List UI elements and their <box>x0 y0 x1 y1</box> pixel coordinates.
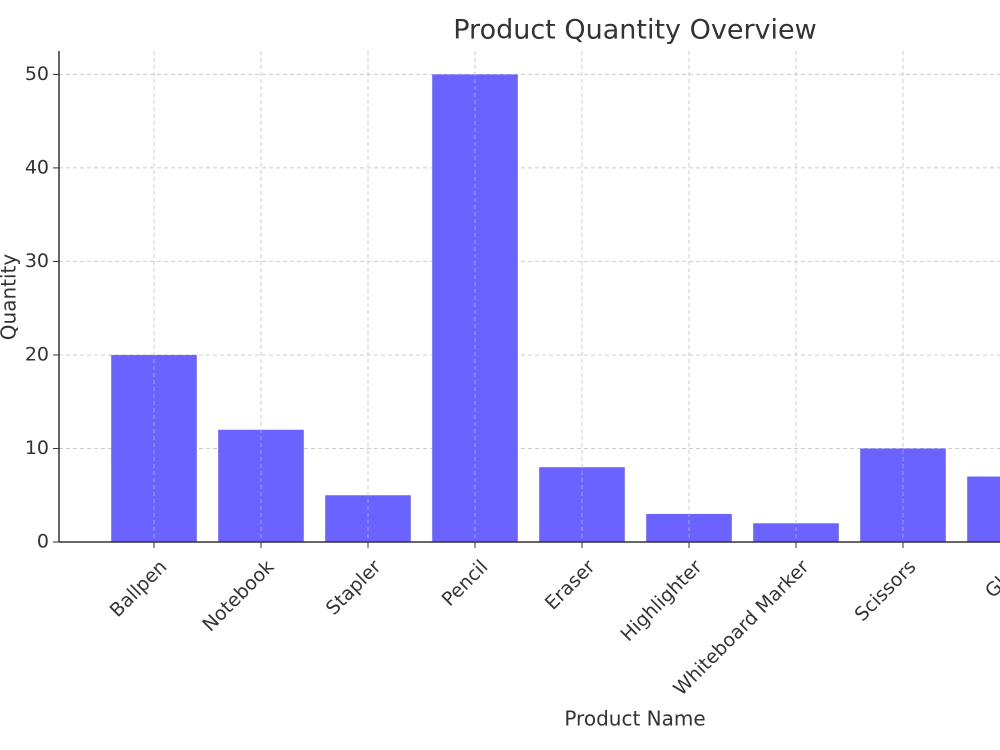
y-tick-label: 0 <box>37 531 49 553</box>
x-tick-label: Notebook <box>198 556 278 636</box>
x-tick-label: Glue <box>981 556 1000 602</box>
x-tick-label: Pencil <box>438 556 493 611</box>
bar <box>111 354 197 542</box>
y-tick-label: 40 <box>25 156 49 178</box>
bar <box>753 523 839 542</box>
y-tick-label: 20 <box>25 343 49 365</box>
bar <box>967 476 1000 542</box>
chart-title: Product Quantity Overview <box>453 15 816 46</box>
x-tick-label: Ballpen <box>106 556 172 622</box>
x-tick-label: Stapler <box>322 556 386 620</box>
y-tick-label: 10 <box>25 437 49 459</box>
y-axis-label: Quantity <box>0 254 21 341</box>
x-axis-label: Product Name <box>564 707 705 731</box>
y-tick-label: 30 <box>25 250 49 272</box>
x-tick-label: Highlighter <box>616 556 706 646</box>
x-tick-label: Eraser <box>541 556 600 615</box>
y-tick-label: 50 <box>25 63 49 85</box>
x-tick-label: Scissors <box>850 556 920 626</box>
